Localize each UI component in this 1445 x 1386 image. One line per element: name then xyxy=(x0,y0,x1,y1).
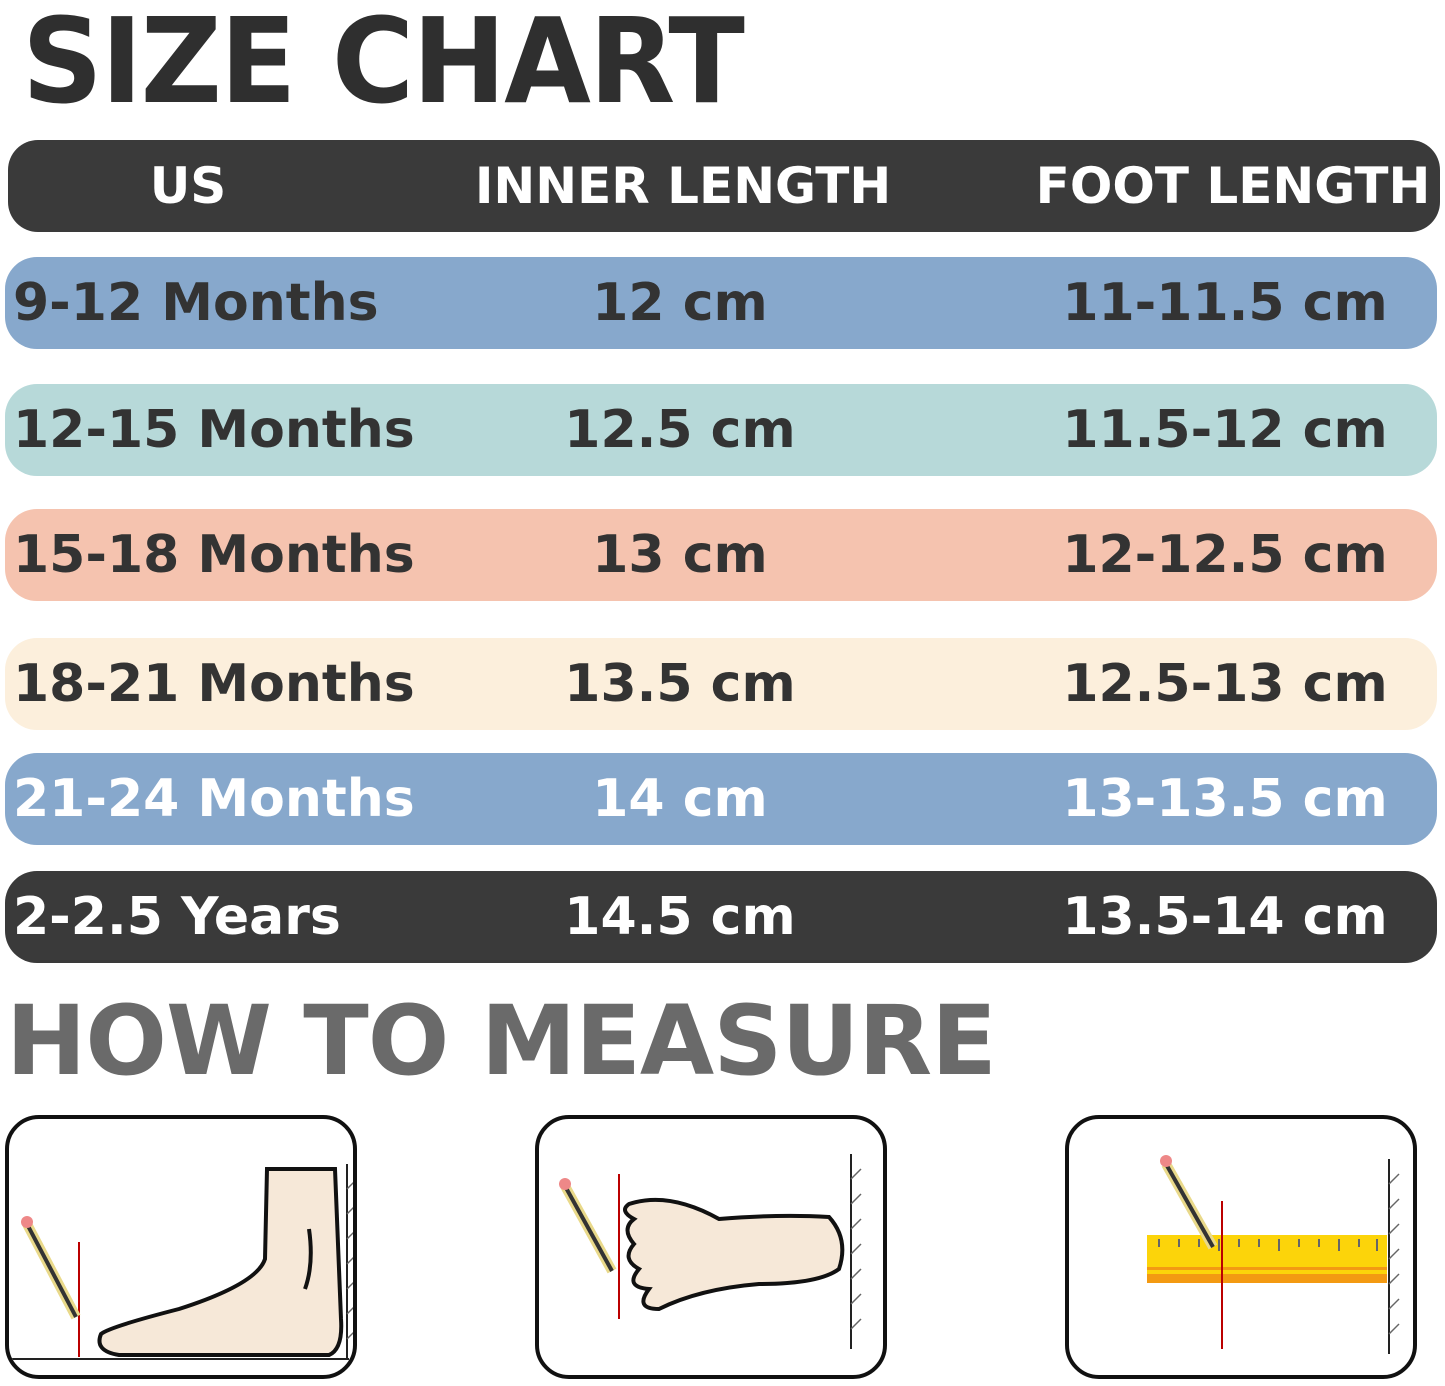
header-foot-length: FOOT LENGTH xyxy=(1035,157,1431,215)
inner-length-cell: 13 cm xyxy=(592,525,768,585)
inner-length-cell: 13.5 cm xyxy=(564,654,796,714)
header-us: US xyxy=(149,157,227,215)
size-cell: 9-12 Months xyxy=(13,273,379,333)
inner-length-cell: 14.5 cm xyxy=(564,887,796,947)
size-cell: 15-18 Months xyxy=(13,525,415,585)
foot-length-cell: 12-12.5 cm xyxy=(1062,525,1388,585)
foot-length-cell: 11.5-12 cm xyxy=(1062,400,1388,460)
table-row: 21-24 Months 14 cm 13-13.5 cm xyxy=(5,753,1437,845)
ruler-measure-to-wall-icon xyxy=(1147,1155,1400,1354)
inner-length-cell: 12.5 cm xyxy=(564,400,796,460)
foot-top-against-wall-pencil-icon xyxy=(559,1154,862,1349)
inner-length-cell: 12 cm xyxy=(592,273,768,333)
measure-step-3 xyxy=(1065,1115,1417,1379)
table-header: US INNER LENGTH FOOT LENGTH xyxy=(8,140,1440,232)
foot-side-against-wall-pencil-icon xyxy=(9,1164,353,1360)
page-title: SIZE CHART xyxy=(22,0,745,130)
size-cell: 12-15 Months xyxy=(13,400,415,460)
table-row: 9-12 Months 12 cm 11-11.5 cm xyxy=(5,257,1437,349)
table-row: 2-2.5 Years 14.5 cm 13.5-14 cm xyxy=(5,871,1437,963)
table-row: 18-21 Months 13.5 cm 12.5-13 cm xyxy=(5,638,1437,730)
measure-step-1 xyxy=(5,1115,357,1379)
inner-length-cell: 14 cm xyxy=(592,769,768,829)
size-cell: 18-21 Months xyxy=(13,654,415,714)
table-row: 15-18 Months 13 cm 12-12.5 cm xyxy=(5,509,1437,601)
foot-length-cell: 11-11.5 cm xyxy=(1062,273,1388,333)
header-inner-length: INNER LENGTH xyxy=(474,157,892,215)
foot-length-cell: 12.5-13 cm xyxy=(1062,654,1388,714)
foot-length-cell: 13-13.5 cm xyxy=(1062,769,1388,829)
size-cell: 2-2.5 Years xyxy=(13,887,341,947)
how-to-measure-title: HOW TO MEASURE xyxy=(6,985,997,1097)
measure-step-2 xyxy=(535,1115,887,1379)
foot-length-cell: 13.5-14 cm xyxy=(1062,887,1388,947)
table-row: 12-15 Months 12.5 cm 11.5-12 cm xyxy=(5,384,1437,476)
size-cell: 21-24 Months xyxy=(13,769,415,829)
